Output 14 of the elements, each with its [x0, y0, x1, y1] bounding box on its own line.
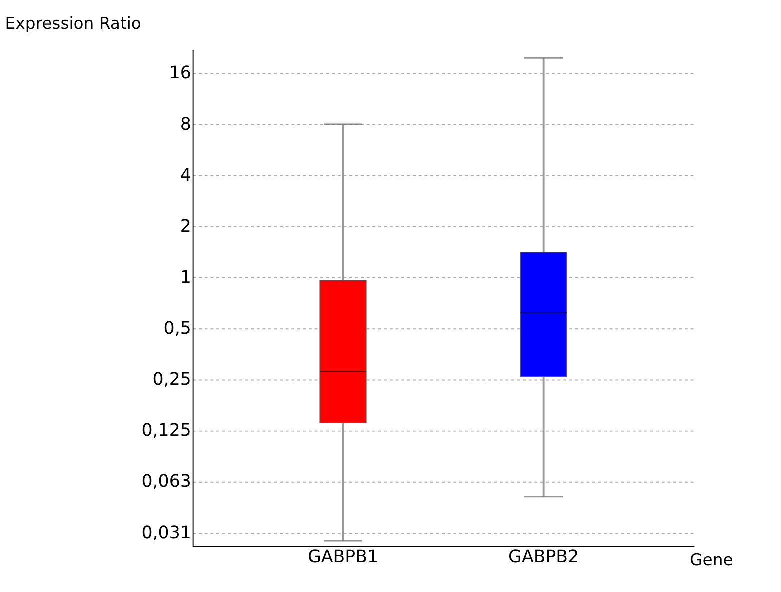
y-tick-label: 0,063	[142, 472, 192, 492]
y-tick-label: 0,25	[152, 370, 192, 390]
y-tick-label: 0,031	[142, 523, 192, 544]
y-axis-title: Expression Ratio	[5, 14, 142, 34]
y-tick-label: 0,125	[142, 421, 192, 442]
y-tick-label: 8	[180, 114, 192, 135]
y-tick-label: 0,5	[164, 319, 192, 340]
x-tick-label: GABPB2	[508, 547, 580, 568]
y-tick-label: 2	[180, 216, 192, 237]
y-tick-label: 1	[180, 268, 192, 288]
x-axis-title: Gene	[690, 550, 734, 570]
x-tick-label: GABPB1	[308, 547, 379, 568]
y-tick-label: 16	[169, 64, 192, 84]
y-tick-label: 4	[180, 166, 192, 186]
